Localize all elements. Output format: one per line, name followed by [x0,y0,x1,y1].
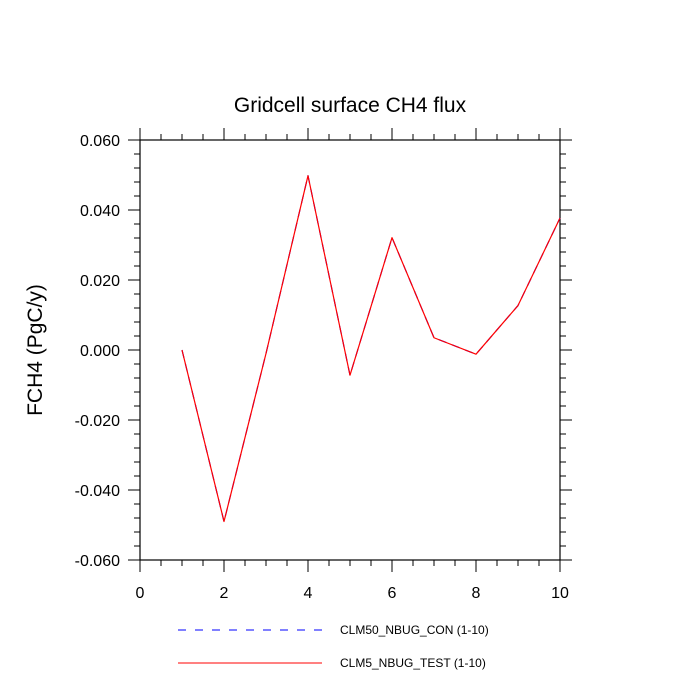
series-layer [181,175,561,523]
series-line-1 [181,175,561,523]
axis-ticks [128,128,572,572]
plot-frame [139,139,561,561]
y-tick-label: -0.040 [75,483,120,500]
x-tick-label: 8 [472,585,481,602]
x-tick-label: 2 [220,585,229,602]
y-tick-label: 0.040 [80,203,120,220]
chart-title: Gridcell surface CH4 flux [234,94,467,117]
legend: CLM50_NBUG_CON (1-10) CLM5_NBUG_TEST (1-1… [178,623,489,670]
y-axis-label: FCH4 (PgC/y) [24,284,47,416]
y-tick-label: 0.000 [80,343,120,360]
x-tick-label: 0 [136,585,145,602]
y-tick-label: -0.060 [75,553,120,570]
x-tick-label: 4 [304,585,313,602]
legend-label-1: CLM50_NBUG_CON (1-10) [340,623,489,637]
y-tick-label: 0.060 [80,133,120,150]
series-line-2 [181,175,561,523]
y-tick-label: -0.020 [75,413,120,430]
x-tick-label: 10 [551,585,569,602]
legend-label-2: CLM5_NBUG_TEST (1-10) [340,656,486,670]
x-tick-label: 6 [388,585,397,602]
y-tick-label: 0.020 [80,273,120,290]
axis-tick-labels: 0 2 4 6 8 10 -0.060 -0.040 -0.020 0.000 0.020 0.040… [75,133,569,602]
